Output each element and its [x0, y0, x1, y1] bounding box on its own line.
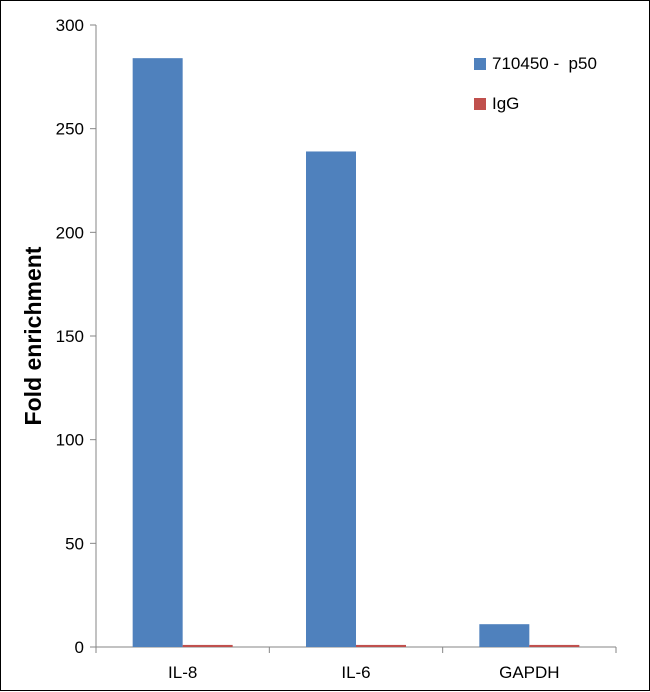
legend: 710450 - p50 IgG — [474, 54, 597, 113]
bar-igg-gapdh — [529, 644, 580, 647]
x-tick-label: IL-8 — [168, 663, 197, 682]
bar-igg-il-8 — [182, 644, 233, 647]
y-tick-label: 50 — [65, 534, 84, 553]
legend-swatch — [474, 58, 486, 70]
y-axis-label: Fold enrichment — [20, 246, 46, 425]
legend-swatch — [474, 98, 486, 110]
y-tick-label: 150 — [56, 327, 84, 346]
y-axis: 0 50 100 150 200 250 300 — [56, 16, 97, 657]
y-tick-label: 250 — [56, 120, 84, 139]
x-tick-label: GAPDH — [499, 663, 559, 682]
bar-p50-il-6 — [306, 151, 356, 647]
x-axis: IL-8 IL-6 GAPDH — [95, 646, 617, 682]
bar-p50-il-8 — [132, 58, 183, 647]
bar-igg-il-6 — [356, 644, 406, 647]
y-tick-label: 100 — [56, 431, 84, 450]
y-tick-label: 200 — [56, 223, 84, 242]
legend-label: 710450 - p50 — [492, 54, 597, 73]
bar-p50-gapdh — [479, 624, 530, 647]
x-tick-label: IL-6 — [341, 663, 370, 682]
bars-group — [132, 58, 580, 647]
y-tick-label: 300 — [56, 16, 84, 35]
legend-label: IgG — [492, 94, 519, 113]
y-tick-label: 0 — [75, 638, 84, 657]
